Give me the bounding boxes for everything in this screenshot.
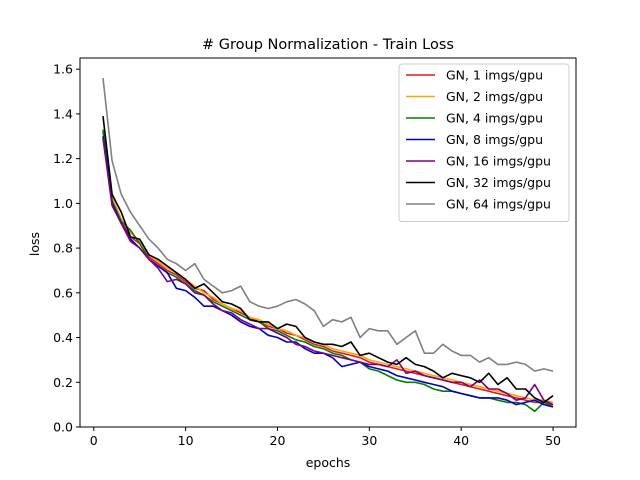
legend-box bbox=[398, 63, 570, 222]
x-axis-label: epochs bbox=[306, 455, 351, 470]
y-tick-label: 1.6 bbox=[53, 62, 73, 77]
series-line-7 bbox=[102, 78, 554, 372]
y-tick-label: 0.0 bbox=[53, 420, 73, 435]
y-tick-label: 0.4 bbox=[53, 330, 73, 345]
x-tick-label: 10 bbox=[178, 433, 194, 448]
y-tick-label: 0.8 bbox=[53, 241, 73, 256]
legend-label: GN, 16 imgs/gpu bbox=[446, 154, 551, 169]
chart-title: # Group Normalization - Train Loss bbox=[202, 37, 454, 53]
legend-label: GN, 1 imgs/gpu bbox=[446, 68, 543, 83]
axes-frame bbox=[79, 57, 577, 428]
y-tick-label: 1.4 bbox=[53, 106, 73, 121]
x-tick-label: 40 bbox=[453, 433, 469, 448]
legend-label: GN, 2 imgs/gpu bbox=[446, 89, 543, 104]
x-axis: 0 10 20 30 40 50 bbox=[90, 427, 561, 448]
y-tick-label: 1.0 bbox=[53, 196, 73, 211]
y-tick-label: 0.6 bbox=[53, 285, 73, 300]
y-axis: 0.0 0.2 0.4 0.6 0.8 1.0 1.2 1.4 1.6 bbox=[53, 62, 80, 435]
y-tick-label: 1.2 bbox=[53, 151, 73, 166]
y-axis-label: loss bbox=[27, 232, 42, 256]
legend-label: GN, 4 imgs/gpu bbox=[446, 111, 543, 126]
y-tick-label: 0.2 bbox=[53, 375, 73, 390]
legend: GN, 1 imgs/gpu GN, 2 imgs/gpu GN, 4 imgs/g… bbox=[398, 63, 570, 222]
legend-label: GN, 64 imgs/gpu bbox=[446, 197, 551, 212]
legend-label: GN, 8 imgs/gpu bbox=[446, 132, 543, 147]
series-line-6 bbox=[102, 116, 554, 404]
series-line-1 bbox=[102, 131, 554, 406]
legend-label: GN, 32 imgs/gpu bbox=[446, 175, 551, 190]
x-tick-label: 50 bbox=[545, 433, 561, 448]
series-layer bbox=[102, 78, 554, 413]
series-line-4 bbox=[102, 136, 554, 408]
x-tick-label: 30 bbox=[361, 433, 377, 448]
x-tick-label: 20 bbox=[270, 433, 286, 448]
x-tick-label: 0 bbox=[90, 433, 98, 448]
